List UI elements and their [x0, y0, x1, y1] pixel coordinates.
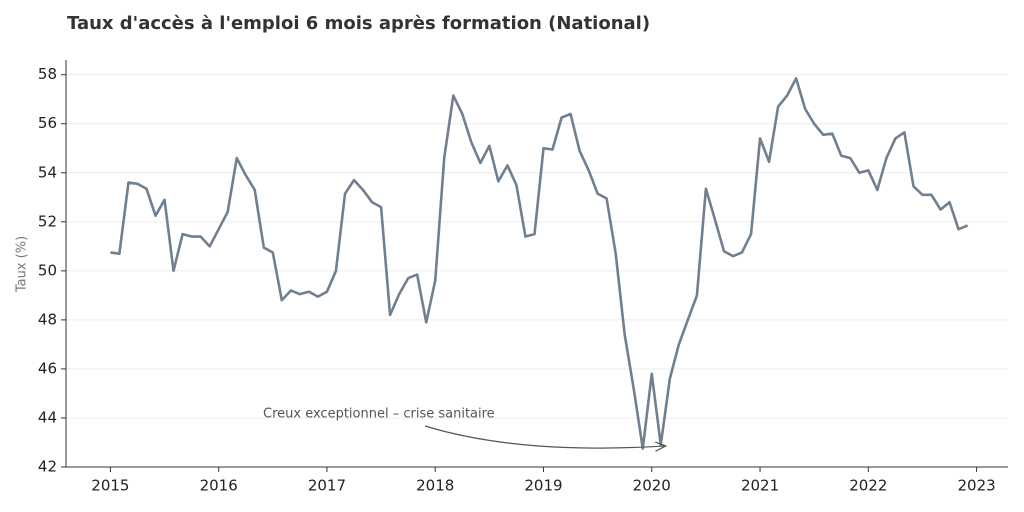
y-tick-label: 42 — [38, 458, 57, 476]
y-tick-label: 48 — [38, 310, 57, 328]
y-tick-label: 44 — [38, 408, 57, 426]
y-tick-label: 46 — [38, 359, 57, 377]
x-tick-label: 2015 — [91, 477, 129, 495]
x-tick-label: 2022 — [849, 477, 887, 495]
x-tick-label: 2021 — [741, 477, 779, 495]
x-tick-label: 2018 — [416, 477, 454, 495]
x-tick-label: 2017 — [308, 477, 346, 495]
chart-title: Taux d'accès à l'emploi 6 mois après for… — [67, 13, 650, 34]
annotation: Creux exceptionnel – crise sanitaire — [263, 407, 495, 422]
y-tick-label: 54 — [38, 163, 57, 181]
x-tick-label: 2020 — [633, 477, 671, 495]
x-tick-label: 2019 — [524, 477, 562, 495]
y-tick-label: 56 — [38, 114, 57, 132]
y-tick-label: 52 — [38, 212, 57, 230]
x-tick-label: 2023 — [958, 477, 996, 495]
y-tick-label: 50 — [38, 261, 57, 279]
annotation-arrow — [424, 425, 666, 448]
x-tick-label: 2016 — [200, 477, 238, 495]
data-line — [110, 77, 969, 450]
y-tick-label: 58 — [38, 65, 57, 83]
y-axis-label: Taux (%) — [15, 236, 30, 293]
